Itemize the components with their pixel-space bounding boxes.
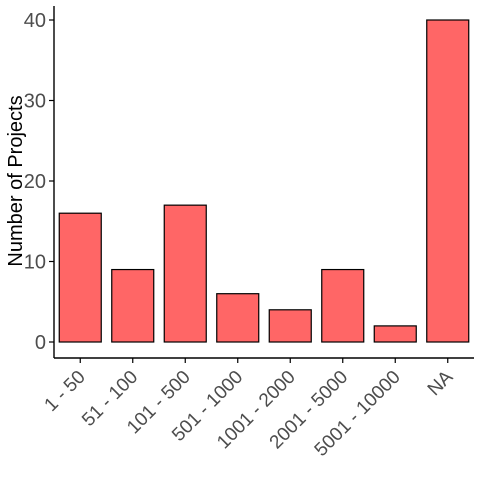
- bar-6: [321, 268, 365, 343]
- y-tick-label: 0: [35, 332, 46, 354]
- y-tick-label: 30: [24, 91, 46, 113]
- y-tick-label: 10: [24, 252, 46, 274]
- bar-1: [58, 212, 102, 343]
- bar-8: [426, 19, 470, 343]
- bar-5: [268, 309, 312, 343]
- bar-3: [163, 204, 207, 343]
- bar-7: [373, 325, 417, 343]
- y-tick-label: 20: [24, 171, 46, 193]
- y-tick-label: 40: [24, 10, 46, 32]
- bars-group: [58, 19, 470, 343]
- x-tick-label: 1 - 50: [41, 367, 90, 416]
- y-axis-title: Number of Projects: [5, 95, 27, 266]
- x-tick-label: NA: [424, 366, 458, 400]
- bar-2: [111, 268, 155, 343]
- bar-4: [216, 293, 260, 343]
- y-axis-ticks: 0 10 20 30 40: [24, 10, 54, 354]
